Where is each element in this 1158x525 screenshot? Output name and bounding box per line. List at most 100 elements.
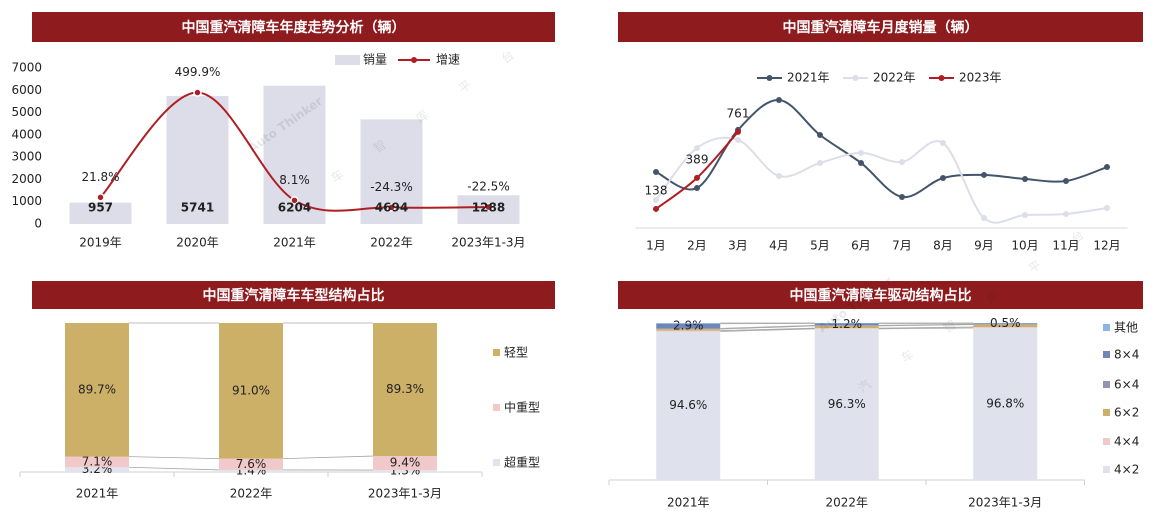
legend-label: 轻型 [504,346,528,360]
bar-label: 5741 [181,201,214,215]
x-tick-label: 2023年1-3月 [368,487,442,501]
bar-label: 4694 [375,201,408,215]
x-tick-label: 8月 [933,239,953,253]
segment-label: 96.8% [986,397,1024,411]
point [694,174,700,181]
point [1104,204,1110,211]
segment [814,328,879,480]
point [653,197,659,204]
chart-title: 中国重汽清障车车型结构占比 [203,287,385,304]
segment [656,323,721,329]
legend-label: 2022年 [873,71,916,85]
segment [656,331,721,480]
point [694,144,700,151]
x-tick-label: 10月 [1011,239,1038,253]
chart-title: 中国重汽清障车年度走势分析（辆） [182,19,406,36]
segment-label: 7.6% [236,457,267,471]
title-bar [618,281,1143,309]
segment [373,323,437,457]
connector [128,456,220,459]
y-tick-label: 2000 [11,172,42,186]
bar-label: 957 [88,201,113,215]
chart-title: 中国重汽清障车驱动结构占比 [790,287,972,304]
segment [219,323,283,459]
segment [219,458,283,470]
chart-title: 中国重汽清障车月度销量（辆） [783,19,979,36]
segment [373,470,437,472]
segment-label: 1.2% [832,317,863,331]
connector [878,327,974,330]
segment-label: 94.6% [669,398,707,412]
point [940,140,946,147]
connector [720,325,815,330]
segment [973,323,1038,325]
segment [814,328,879,329]
x-tick-label: 3月 [728,239,748,253]
point [1022,176,1028,183]
x-tick-label: 2023年1-3月 [451,236,525,250]
y-tick-label: 1000 [11,194,42,208]
segment [814,323,879,326]
legend-marker [411,57,417,63]
legend-swatch [1103,351,1110,358]
x-tick-label: 6月 [851,239,871,253]
data-label: -22.5% [467,180,509,194]
connector [720,327,815,332]
point [735,128,741,135]
segment-label: 89.3% [386,382,424,396]
point [653,168,659,175]
legend-label: 销量 [363,53,387,67]
x-tick-label: 2022年 [825,496,868,510]
x-tick-label: 2019年 [79,236,122,250]
x-tick-label: 2021年 [667,496,710,510]
segment [65,467,129,472]
point [858,159,864,166]
connector [878,323,974,326]
x-tick-label: 2021年 [273,236,316,250]
title-bar [32,12,555,42]
connector [282,455,374,459]
y-tick-label: 0 [34,217,42,231]
segment [973,324,1038,328]
x-tick-label: 7月 [892,239,912,253]
point [981,214,987,221]
legend-label: 6×4 [1114,378,1139,392]
point [817,159,823,166]
growth-point [484,202,493,212]
growth-point [96,193,105,202]
series-line [655,131,739,210]
x-tick-label: 11月 [1052,239,1079,253]
data-label: 138 [645,183,668,197]
point [776,97,782,104]
growth-point [387,203,396,212]
legend-label: 增速 [436,53,460,67]
connector [720,328,815,332]
point [735,136,741,143]
point [1063,177,1069,184]
legend-swatch [1103,438,1110,445]
legend-marker [766,75,773,81]
point [899,158,905,165]
data-label: 8.1% [279,173,310,187]
point [858,149,864,156]
segment [656,330,721,332]
connector [128,466,220,471]
data-label: 21.8% [81,170,119,184]
x-tick-label: 2021年 [76,487,119,501]
bar-label: 6204 [278,201,311,215]
point [776,173,782,180]
y-tick-label: 4000 [11,127,42,141]
legend-swatch [335,55,360,65]
legend-swatch [493,459,500,466]
legend-marker [852,75,859,81]
x-tick-label: 2020年 [176,236,219,250]
x-tick-label: 2023年1-3月 [968,496,1042,510]
legend-label: 2021年 [787,71,830,85]
data-label: 389 [686,152,709,166]
data-label: -24.3% [370,180,412,194]
segment [656,328,721,330]
segment [65,456,129,468]
point [1022,211,1028,218]
point [694,185,700,192]
